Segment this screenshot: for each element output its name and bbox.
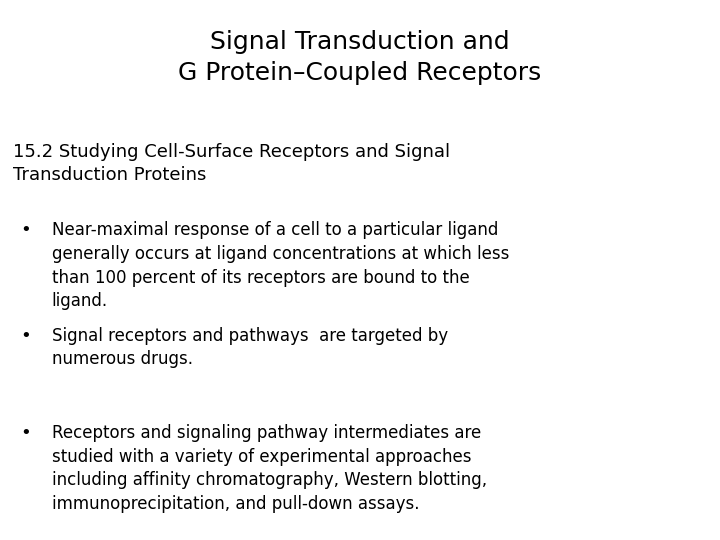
Text: •: • — [20, 221, 31, 239]
Text: Signal Transduction and
G Protein–Coupled Receptors: Signal Transduction and G Protein–Couple… — [179, 30, 541, 85]
Text: •: • — [20, 327, 31, 345]
Text: 15.2 Studying Cell-Surface Receptors and Signal
Transduction Proteins: 15.2 Studying Cell-Surface Receptors and… — [13, 143, 450, 184]
Text: Receptors and signaling pathway intermediates are
studied with a variety of expe: Receptors and signaling pathway intermed… — [52, 424, 487, 512]
Text: Near-maximal response of a cell to a particular ligand
generally occurs at ligan: Near-maximal response of a cell to a par… — [52, 221, 509, 310]
Text: Signal receptors and pathways  are targeted by
numerous drugs.: Signal receptors and pathways are target… — [52, 327, 448, 368]
Text: •: • — [20, 424, 31, 442]
